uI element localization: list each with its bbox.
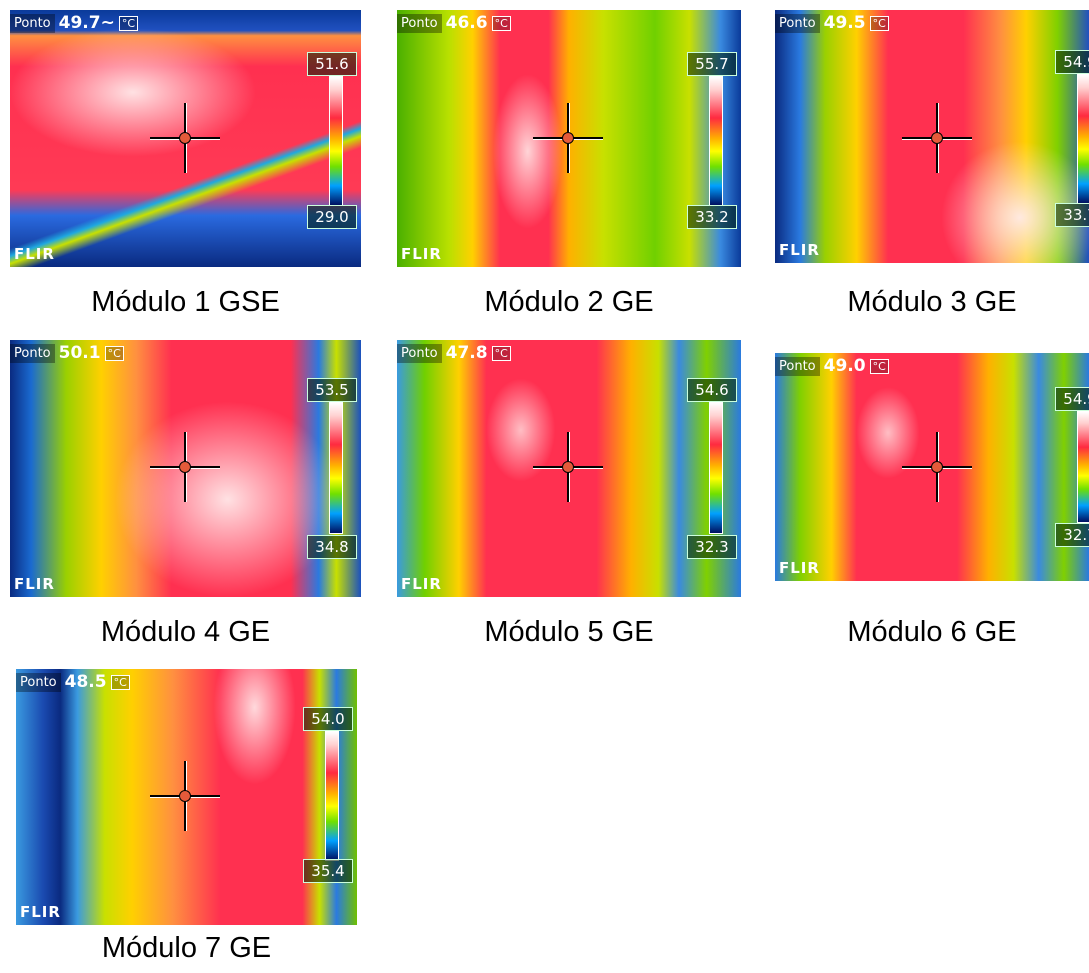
range-min: 32.7 [1055, 523, 1089, 547]
spot-readout: Ponto 49.5 °C [775, 10, 889, 36]
color-scale-bar [325, 731, 339, 861]
caption: Módulo 7 GE [101, 932, 272, 964]
range-min: 29.0 [307, 205, 357, 229]
range-min: 34.8 [307, 535, 357, 559]
flir-logo: FLIR [401, 245, 442, 263]
color-scale-bar [709, 402, 723, 534]
spot-readout: Ponto 49.7~ °C [10, 10, 139, 36]
thermal-image-3: Ponto 49.5 °C 54.9 33.7 FLIR [775, 10, 1089, 263]
range-min: 33.2 [687, 205, 737, 229]
spot-value: 49.0 [823, 356, 866, 376]
range-max: 55.7 [687, 52, 737, 76]
color-scale-bar [329, 76, 343, 206]
caption: Módulo 3 GE [847, 286, 1017, 318]
spot-readout: Ponto 50.1 °C [10, 340, 124, 366]
spot-label: Ponto [10, 13, 55, 33]
spot-readout: Ponto 48.5 °C [16, 669, 130, 695]
crosshair-icon [150, 432, 220, 502]
spot-value: 46.6 [445, 13, 488, 33]
spot-label: Ponto [16, 672, 61, 692]
color-scale-bar [1077, 74, 1089, 204]
spot-readout: Ponto 49.0 °C [775, 353, 889, 379]
range-max: 54.9 [1055, 387, 1089, 411]
caption: Módulo 5 GE [484, 616, 654, 648]
thermal-image-7: Ponto 48.5 °C 54.0 35.4 FLIR [16, 669, 357, 925]
thermal-image-2: Ponto 46.6 °C 55.7 33.2 FLIR [397, 10, 741, 267]
color-scale-bar [709, 76, 723, 206]
crosshair-icon [902, 103, 972, 173]
thermal-image-6: Ponto 49.0 °C 54.9 32.7 FLIR [775, 353, 1089, 581]
range-max: 54.0 [303, 707, 353, 731]
crosshair-icon [150, 761, 220, 831]
unit-label: °C [869, 358, 889, 374]
unit-label: °C [110, 674, 130, 690]
flir-logo: FLIR [779, 241, 820, 259]
unit-label: °C [491, 15, 511, 31]
range-min: 33.7 [1055, 203, 1089, 227]
spot-readout: Ponto 46.6 °C [397, 10, 511, 36]
flir-logo: FLIR [779, 559, 820, 577]
thermal-image-5: Ponto 47.8 °C 54.6 32.3 FLIR [397, 340, 741, 597]
caption: Módulo 1 GSE [91, 286, 280, 318]
spot-label: Ponto [775, 13, 820, 33]
caption: Módulo 6 GE [847, 616, 1017, 648]
spot-label: Ponto [397, 343, 442, 363]
flir-logo: FLIR [401, 575, 442, 593]
unit-label: °C [118, 15, 139, 31]
color-scale-bar [329, 402, 343, 534]
unit-label: °C [104, 345, 124, 361]
range-max: 54.6 [687, 378, 737, 402]
crosshair-icon [533, 432, 603, 502]
spot-label: Ponto [397, 13, 442, 33]
unit-label: °C [869, 15, 889, 31]
caption: Módulo 2 GE [484, 286, 654, 318]
crosshair-icon [150, 103, 220, 173]
range-max: 54.9 [1055, 50, 1089, 74]
spot-label: Ponto [775, 356, 820, 376]
range-min: 32.3 [687, 535, 737, 559]
spot-value: 49.7~ [58, 13, 115, 33]
spot-value: 47.8 [445, 343, 488, 363]
unit-label: °C [491, 345, 511, 361]
range-max: 51.6 [307, 52, 357, 76]
flir-logo: FLIR [14, 575, 55, 593]
thermal-image-4: Ponto 50.1 °C 53.5 34.8 FLIR [10, 340, 361, 597]
thermal-image-1: Ponto 49.7~ °C 51.6 29.0 FLIR [10, 10, 361, 267]
spot-value: 50.1 [58, 343, 101, 363]
spot-value: 49.5 [823, 13, 866, 33]
caption: Módulo 4 GE [100, 616, 271, 648]
flir-logo: FLIR [20, 903, 61, 921]
spot-label: Ponto [10, 343, 55, 363]
range-min: 35.4 [303, 859, 353, 883]
range-max: 53.5 [307, 378, 357, 402]
flir-logo: FLIR [14, 245, 55, 263]
crosshair-icon [902, 432, 972, 502]
color-scale-bar [1077, 411, 1089, 523]
spot-readout: Ponto 47.8 °C [397, 340, 511, 366]
crosshair-icon [533, 103, 603, 173]
spot-value: 48.5 [64, 672, 107, 692]
